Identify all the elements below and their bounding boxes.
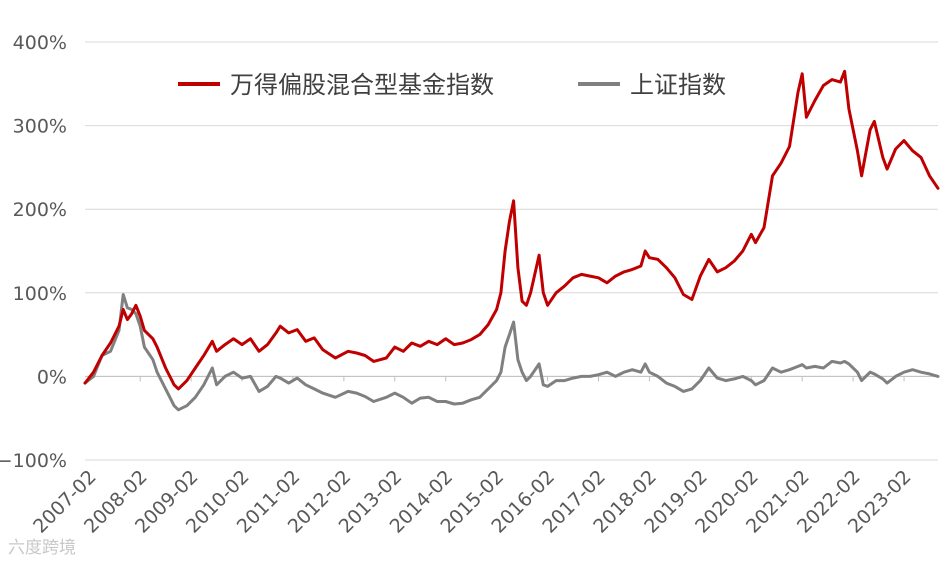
watermark: 六度跨境 [8, 533, 76, 558]
y-axis: 400% 300% 200% 100% 0% −100% [0, 32, 67, 472]
legend-label: 上证指数 [630, 71, 726, 99]
y-tick-label: 400% [13, 32, 67, 54]
series-line-0 [83, 69, 940, 391]
series-group [83, 69, 940, 412]
y-tick-label: 200% [13, 199, 67, 221]
y-tick-label: −100% [0, 450, 67, 472]
y-tick-label: 0% [37, 366, 67, 388]
series-line-1 [83, 293, 940, 412]
y-tick-label: 300% [13, 116, 67, 138]
legend-label: 万得偏股混合型基金指数 [230, 71, 494, 99]
y-tick-label: 100% [13, 283, 67, 305]
gridlines [85, 41, 938, 461]
watermark-text: 六度跨境 [8, 538, 76, 558]
legend: 万得偏股混合型基金指数 上证指数 [178, 71, 726, 99]
